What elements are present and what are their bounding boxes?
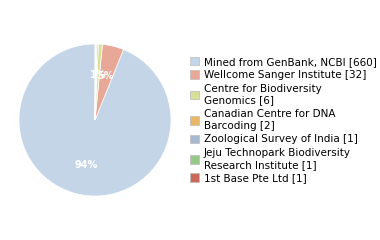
Wedge shape xyxy=(19,44,171,196)
Legend: Mined from GenBank, NCBI [660], Wellcome Sanger Institute [32], Centre for Biodi: Mined from GenBank, NCBI [660], Wellcome… xyxy=(190,57,377,183)
Wedge shape xyxy=(95,44,96,120)
Wedge shape xyxy=(95,44,103,120)
Wedge shape xyxy=(95,44,97,120)
Wedge shape xyxy=(95,44,97,120)
Text: 94%: 94% xyxy=(74,160,98,170)
Text: 1%: 1% xyxy=(90,70,106,79)
Wedge shape xyxy=(95,44,98,120)
Text: 5%: 5% xyxy=(98,71,114,81)
Wedge shape xyxy=(95,44,124,120)
